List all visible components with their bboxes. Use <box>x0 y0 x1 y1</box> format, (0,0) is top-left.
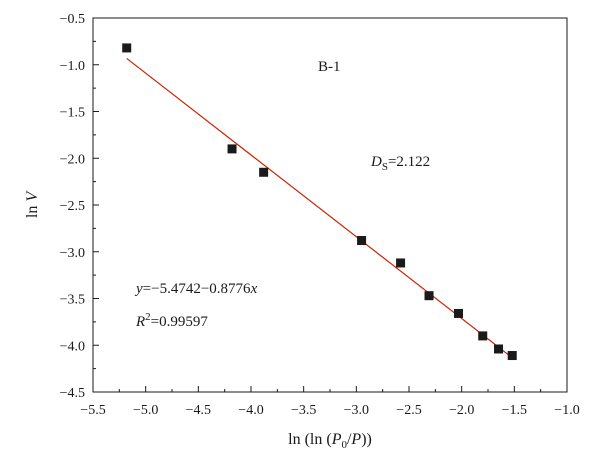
y-tick-label: −1.0 <box>60 59 85 74</box>
data-point <box>424 291 434 301</box>
x-axis-ticks: −5.5 −5.0 −4.5 −4.0 −3.5 −3.0 −2.5 −2.0 −1.5 −1.0 <box>80 386 580 418</box>
x-tick-label: −5.0 <box>133 403 158 418</box>
points-layer <box>122 43 517 361</box>
x-tick-label: −1.5 <box>502 403 527 418</box>
x-axis-label: ln (ln (P0/P)) <box>288 431 372 451</box>
y-tick-label: −0.5 <box>60 12 85 27</box>
data-point <box>454 308 464 318</box>
fit-layer <box>126 57 513 359</box>
x-tick-label: −3.5 <box>291 403 316 418</box>
y-tick-label: −4.5 <box>60 386 85 401</box>
x-tick-label: −2.5 <box>396 403 421 418</box>
data-point <box>507 351 517 361</box>
data-point <box>122 43 132 53</box>
sample-label: B-1 <box>318 59 341 75</box>
x-tick-label: −2.0 <box>449 403 474 418</box>
regression-equation: y=−5.4742−0.8776x <box>134 281 258 297</box>
y-tick-label: −2.5 <box>60 199 85 214</box>
y-tick-label: −3.0 <box>60 246 85 261</box>
y-tick-label: −4.0 <box>60 339 85 354</box>
x-tick-label: −4.5 <box>186 403 211 418</box>
x-tick-label: −4.0 <box>238 403 263 418</box>
data-point <box>478 331 488 341</box>
x-tick-label: −5.5 <box>80 403 105 418</box>
data-point <box>357 236 367 246</box>
data-point <box>259 167 269 177</box>
r-squared-label: R2=0.99597 <box>135 311 208 330</box>
data-point <box>494 344 504 354</box>
y-tick-label: −3.5 <box>60 293 85 308</box>
fractal-dimension-label: DS=2.122 <box>370 154 430 173</box>
data-point <box>396 258 406 268</box>
fit-line <box>126 57 513 359</box>
x-tick-label: −1.0 <box>554 403 579 418</box>
y-tick-label: −2.0 <box>60 152 85 167</box>
y-axis-ticks: −4.5 −4.0 −3.5 −3.0 −2.5 −2.0 −1.5 −1.0 −0.5 <box>60 12 99 401</box>
y-tick-label: −1.5 <box>60 106 85 121</box>
x-tick-label: −3.0 <box>344 403 369 418</box>
y-axis-label: ln V <box>24 190 41 218</box>
data-point <box>227 144 237 154</box>
